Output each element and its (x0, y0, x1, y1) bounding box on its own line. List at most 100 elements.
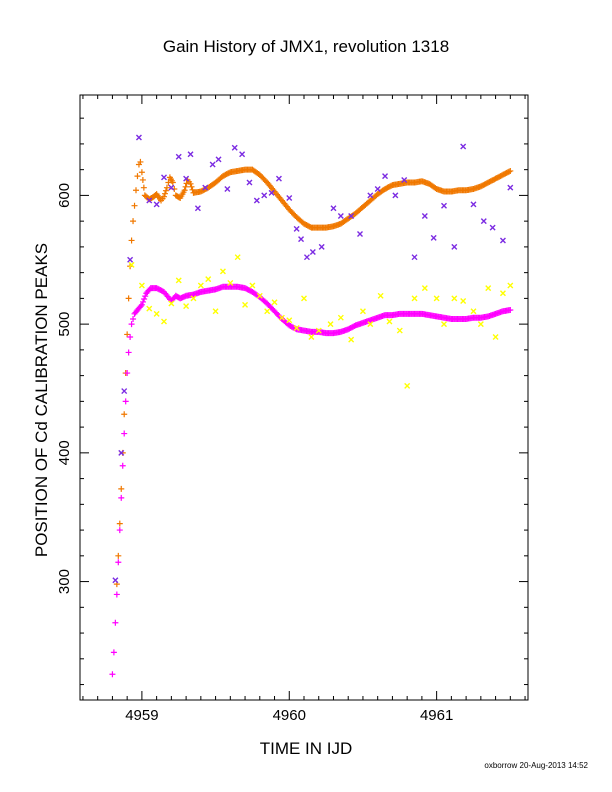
data-point (116, 520, 123, 527)
data-point (348, 213, 355, 219)
data-point (116, 527, 123, 534)
data-point (357, 231, 363, 238)
series-1 (109, 283, 514, 678)
data-point (127, 256, 134, 263)
data-point (187, 151, 194, 158)
x-tick-label: 4959 (125, 707, 158, 724)
data-point (140, 184, 147, 191)
y-axis-label: POSITION OF Cd CALIBRATION PEAKS (32, 243, 51, 557)
data-point (115, 552, 122, 559)
y-tick-labels: 300 400 500 600 (56, 183, 73, 594)
data-point (181, 187, 188, 194)
data-point (183, 303, 190, 310)
data-point (135, 134, 142, 141)
data-point (121, 430, 128, 437)
data-point (261, 192, 268, 199)
series-0 (113, 158, 514, 588)
data-point (202, 184, 209, 191)
data-point (119, 462, 126, 469)
data-point (315, 327, 322, 334)
data-point (142, 293, 149, 300)
data-point (128, 261, 135, 268)
data-point (209, 161, 216, 168)
data-point (367, 192, 374, 199)
data-point (268, 189, 275, 196)
data-point (190, 295, 197, 302)
data-point (253, 197, 260, 204)
data-point (451, 243, 458, 250)
data-point (212, 308, 219, 315)
data-point (138, 169, 145, 176)
data-point (121, 388, 128, 395)
data-point (309, 249, 316, 256)
data-point (374, 185, 381, 192)
data-point (441, 202, 447, 209)
data-point (392, 192, 399, 199)
data-point (239, 151, 246, 158)
data-point (359, 308, 366, 315)
data-point (182, 183, 189, 190)
data-point (411, 295, 418, 302)
data-point (386, 318, 393, 325)
data-point (278, 314, 285, 321)
data-point (168, 300, 175, 307)
data-point (183, 175, 190, 182)
data-point (506, 168, 513, 175)
data-point (308, 334, 315, 340)
data-point (118, 494, 125, 501)
data-point (187, 180, 194, 187)
data-point (219, 268, 226, 275)
data-point (153, 310, 160, 317)
data-point (115, 559, 122, 566)
data-point (118, 449, 125, 456)
data-point (421, 213, 428, 219)
data-point (168, 184, 175, 191)
x-tick-label: 4961 (420, 707, 453, 724)
axis-ticks (80, 95, 528, 700)
data-point (138, 282, 145, 289)
data-point (451, 295, 458, 302)
data-point (242, 301, 249, 308)
data-point (293, 225, 300, 232)
data-point (146, 197, 153, 204)
data-point (140, 298, 146, 305)
data-point (507, 282, 514, 289)
data-point (137, 303, 144, 310)
data-point (507, 306, 514, 313)
data-point (330, 205, 337, 212)
data-series (109, 134, 514, 678)
data-point (275, 175, 282, 182)
data-point (130, 315, 137, 322)
data-point (169, 179, 176, 186)
data-point (121, 411, 128, 418)
data-point (124, 370, 131, 377)
data-point (113, 591, 120, 598)
data-point (507, 184, 514, 191)
data-point (404, 382, 411, 389)
data-point (128, 237, 135, 244)
data-point (489, 224, 496, 231)
data-point (131, 202, 138, 209)
data-point (112, 577, 119, 584)
chart-title: Gain History of JMX1, revolution 1318 (163, 37, 449, 56)
data-point (327, 321, 334, 328)
data-point (382, 173, 389, 180)
data-point (499, 290, 506, 297)
data-point (485, 285, 492, 292)
data-point (188, 183, 195, 190)
data-point (175, 277, 182, 284)
data-point (137, 158, 144, 165)
data-point (122, 398, 129, 405)
data-point (234, 254, 241, 261)
data-point (256, 292, 263, 299)
data-point (161, 318, 167, 325)
data-point (480, 218, 487, 225)
data-point (507, 167, 514, 174)
data-point (162, 187, 169, 194)
data-point (194, 205, 201, 212)
data-point (141, 296, 148, 303)
data-point (293, 324, 300, 331)
y-tick-label: 300 (56, 569, 73, 594)
data-point (298, 236, 305, 243)
